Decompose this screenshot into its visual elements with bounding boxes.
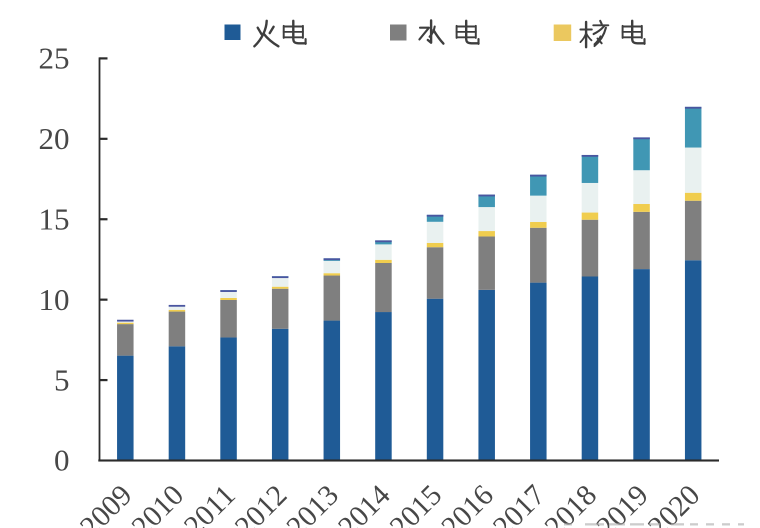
svg-text:0: 0 (54, 443, 70, 478)
svg-text:20: 20 (39, 121, 70, 156)
svg-text:5: 5 (54, 362, 70, 397)
svg-text:15: 15 (39, 201, 70, 236)
svg-text:25: 25 (39, 41, 70, 76)
svg-text:10: 10 (39, 282, 70, 317)
